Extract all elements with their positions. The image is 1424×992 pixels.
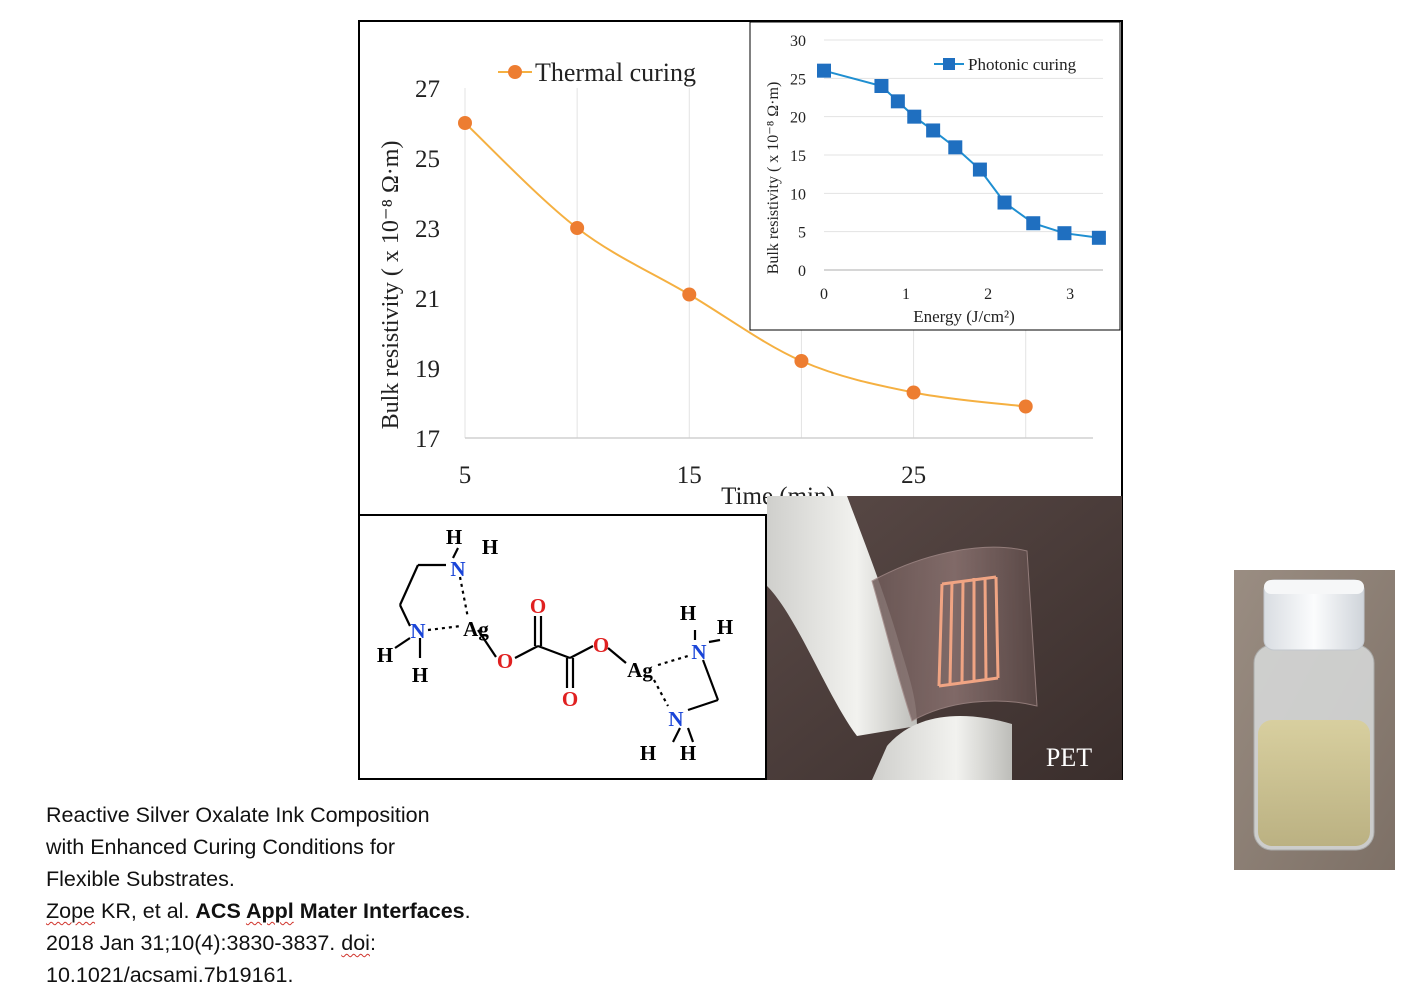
inset-x-tick-label: 1 [902,286,910,303]
data-point-photonic-curing [817,63,831,78]
atom-h: H [446,525,462,549]
atom-o: O [497,649,513,673]
main-chart-series [458,116,1033,414]
data-point-photonic-curing [1026,216,1041,231]
citation-ref-line: 2018 Jan 31;10(4):3830-3837. doi: [46,927,566,959]
inset-y-tick-label: 5 [798,225,806,242]
atom-o: O [562,687,578,711]
atom-h: H [680,741,696,765]
ink-vial-photo [1234,570,1395,870]
citation-journal-end: . [464,899,471,923]
atom-h: H [717,615,733,639]
inset-y-tick-label: 10 [790,186,806,203]
vial-cap-top-icon [1264,580,1364,594]
data-point-photonic-curing [997,195,1012,210]
citation-title-line: Reactive Silver Oxalate Ink Composition [46,803,430,827]
data-point-photonic-curing [1091,230,1106,245]
atom-n: N [410,619,425,643]
atom-h: H [412,663,428,687]
data-point-photonic-curing [907,109,922,124]
data-point-thermal-curing [794,354,809,368]
citation-author: Zope [46,899,96,923]
citation-doi: 10.1021/acsami.7b19161. [46,963,294,987]
inset-chart-ticks: 0 5 10 15 20 25 30 0 1 2 3 [790,33,1074,303]
inset-y-tick-label: 0 [798,263,806,280]
data-point-thermal-curing [906,385,921,400]
main-y-tick-label: 23 [415,216,440,243]
main-x-tick-label: 5 [459,462,472,489]
data-point-thermal-curing [1018,399,1033,414]
citation: Reactive Silver Oxalate Ink Composition … [46,799,566,991]
main-x-tick-label: 15 [677,462,702,489]
data-point-thermal-curing [570,221,585,235]
pet-label: PET [1046,743,1092,772]
main-y-tick-label: 25 [415,146,440,173]
inset-y-tick-label: 20 [790,110,806,127]
pet-film-photo: PET [767,496,1122,780]
molecule-bonds [394,547,721,743]
citation-authors-rest: KR, et al. [95,899,196,923]
atom-h: H [680,601,696,625]
main-x-tick-label: 25 [901,462,926,489]
data-point-photonic-curing [926,123,941,138]
citation-journal-b: Appl [245,899,294,923]
atom-h: H [482,535,498,559]
atom-ag: Ag [463,617,489,641]
atom-n: N [450,557,465,581]
atom-h: H [640,741,656,765]
citation-journal-a: ACS [195,899,246,923]
atom-o: O [593,633,609,657]
legend-label-photonic: Photonic curing [968,55,1077,74]
citation-title-line: with Enhanced Curing Conditions for [46,835,395,859]
inset-x-tick-label: 0 [820,286,828,303]
inset-frame [749,21,1121,331]
vial-liquid-icon [1258,720,1370,846]
main-y-tick-label: 27 [415,76,440,103]
inset-y-tick-label: 30 [790,33,806,50]
data-point-photonic-curing [1057,226,1072,241]
atom-h: H [377,643,393,667]
main-y-tick-label: 21 [415,286,440,313]
circuit-pattern-icon [937,575,1000,688]
data-point-thermal-curing [458,116,472,130]
data-point-photonic-curing [874,79,889,93]
atom-n: N [668,707,683,731]
main-legend: Thermal curing [498,58,696,87]
data-point-photonic-curing [890,94,905,109]
inset-legend: Photonic curing [934,55,1077,74]
legend-marker-photonic [943,58,955,70]
inset-y-tick-label: 25 [790,71,806,88]
data-point-photonic-curing [972,162,987,177]
glove-thumb-icon [872,716,1012,780]
main-y-tick-label: 19 [415,356,440,383]
data-point-thermal-curing [682,287,697,302]
main-y-axis-label: Bulk resistivity ( x 10⁻⁸ Ω·m) [378,141,404,430]
inset-x-tick-label: 3 [1066,286,1074,303]
atom-o: O [530,594,546,618]
inset-y-axis-label: Bulk resistivity ( x 10⁻⁸ Ω·m) [765,82,782,275]
glove-finger-icon [767,496,917,736]
inset-x-tick-label: 2 [984,286,992,303]
citation-journal-c: Mater Interfaces [293,899,465,923]
molecule-coordination-bonds [427,576,689,707]
main-y-tick-label: 17 [415,426,440,453]
inset-chart-series [817,63,1106,245]
inset-x-axis-label: Energy (J/cm²) [913,307,1015,326]
legend-label-thermal: Thermal curing [535,58,696,87]
atom-n: N [691,640,706,664]
citation-ref: 2018 Jan 31;10(4):3830-3837. [46,931,342,955]
inset-chart-grid [824,39,1103,233]
citation-doi-label: doi [341,931,370,955]
data-point-photonic-curing [948,140,963,155]
atom-ag: Ag [627,658,653,682]
legend-marker-thermal [508,65,522,79]
citation-authors-line: Zope KR, et al. ACS Appl Mater Interface… [46,895,566,927]
citation-doi-colon: : [369,931,376,955]
inset-y-tick-label: 15 [790,148,806,165]
citation-title-line: Flexible Substrates. [46,867,235,891]
molecule-structure: H H N N H H Ag O O O O Ag N H H N H H [377,525,733,765]
